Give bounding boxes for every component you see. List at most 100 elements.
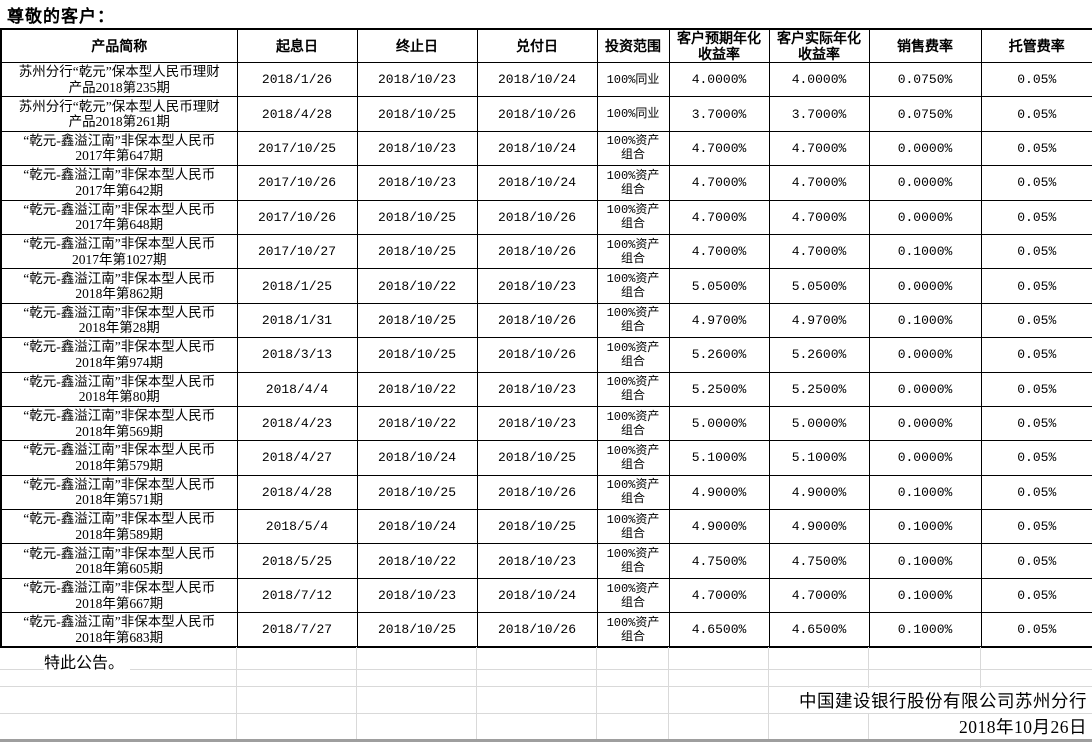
cell-value-date: 2018/5/4 xyxy=(236,509,358,545)
table-row: “乾元-鑫溢江南”非保本型人民币 2018年第605期 2018/5/25 2018… xyxy=(0,543,1092,579)
cell-end-date: 2018/10/22 xyxy=(356,405,478,442)
cell-payment-date: 2018/10/24 xyxy=(476,130,598,167)
cell-end-date: 2018/10/23 xyxy=(356,61,478,98)
cell-sales-fee: 0.0000% xyxy=(868,268,982,304)
cell-end-date: 2018/10/24 xyxy=(356,509,478,545)
cell-value-date: 2018/4/4 xyxy=(236,371,358,407)
cell-product-name: “乾元-鑫溢江南”非保本型人民币 2018年第683期 xyxy=(0,612,238,648)
cell-sales-fee: 0.1000% xyxy=(868,509,982,545)
cell-investment-scope: 100%资产 组合 xyxy=(596,474,670,511)
cell-payment-date: 2018/10/26 xyxy=(476,199,598,235)
cell-custody-fee: 0.05% xyxy=(980,199,1092,235)
cell-actual-yield: 3.7000% xyxy=(768,96,870,132)
cell-actual-yield: 4.0000% xyxy=(768,61,870,98)
cell-payment-date: 2018/10/24 xyxy=(476,61,598,98)
cell-actual-yield: 4.6500% xyxy=(768,612,870,648)
table-row: “乾元-鑫溢江南”非保本型人民币 2018年第569期 2018/4/23 2018… xyxy=(0,405,1092,442)
cell-investment-scope: 100%资产 组合 xyxy=(596,165,670,201)
cell-sales-fee: 0.1000% xyxy=(868,233,982,270)
cell-custody-fee: 0.05% xyxy=(980,165,1092,201)
cell-expected-yield: 5.2500% xyxy=(668,371,770,407)
product-fee-table: 产品简称 起息日 终止日 兑付日 投资范围 客户预期年化 收益率 客户实际年化 收益率 销售费… xyxy=(0,28,1092,649)
cell-product-name: “乾元-鑫溢江南”非保本型人民币 2018年第667期 xyxy=(0,577,238,614)
gridline xyxy=(0,669,1092,670)
cell-investment-scope: 100%资产 组合 xyxy=(596,302,670,339)
cell-custody-fee: 0.05% xyxy=(980,543,1092,579)
cell-payment-date: 2018/10/23 xyxy=(476,405,598,442)
cell-custody-fee: 0.05% xyxy=(980,302,1092,339)
cell-investment-scope: 100%资产 组合 xyxy=(596,543,670,579)
column-header-investment-scope: 投资范围 xyxy=(596,28,670,63)
cell-value-date: 2018/5/25 xyxy=(236,543,358,579)
cell-sales-fee: 0.0000% xyxy=(868,199,982,235)
table-row: “乾元-鑫溢江南”非保本型人民币 2017年第642期 2017/10/26 201… xyxy=(0,165,1092,201)
table-row: “乾元-鑫溢江南”非保本型人民币 2018年第683期 2018/7/27 2018… xyxy=(0,612,1092,648)
cell-product-name: “乾元-鑫溢江南”非保本型人民币 2018年第80期 xyxy=(0,371,238,407)
table-row: “乾元-鑫溢江南”非保本型人民币 2017年第1027期 2017/10/27 20… xyxy=(0,233,1092,270)
cell-sales-fee: 0.0750% xyxy=(868,61,982,98)
cell-investment-scope: 100%资产 组合 xyxy=(596,268,670,304)
gridline xyxy=(236,647,237,740)
cell-actual-yield: 4.9000% xyxy=(768,509,870,545)
table-row: “乾元-鑫溢江南”非保本型人民币 2018年第589期 2018/5/4 2018/… xyxy=(0,509,1092,545)
cell-payment-date: 2018/10/24 xyxy=(476,577,598,614)
cell-value-date: 2018/4/23 xyxy=(236,405,358,442)
cell-actual-yield: 4.7000% xyxy=(768,199,870,235)
column-header-expected-yield: 客户预期年化 收益率 xyxy=(668,28,770,63)
cell-actual-yield: 5.0500% xyxy=(768,268,870,304)
cell-sales-fee: 0.0000% xyxy=(868,165,982,201)
table-row: “乾元-鑫溢江南”非保本型人民币 2017年第648期 2017/10/26 201… xyxy=(0,199,1092,235)
cell-product-name: “乾元-鑫溢江南”非保本型人民币 2017年第642期 xyxy=(0,165,238,201)
signature-company: 中国建设银行股份有限公司苏州分行 xyxy=(791,688,1087,713)
cell-custody-fee: 0.05% xyxy=(980,268,1092,304)
cell-payment-date: 2018/10/26 xyxy=(476,302,598,339)
cell-value-date: 2018/4/28 xyxy=(236,96,358,132)
cell-payment-date: 2018/10/23 xyxy=(476,268,598,304)
cell-sales-fee: 0.1000% xyxy=(868,543,982,579)
table-row: 苏州分行“乾元”保本型人民币理财 产品2018第261期 2018/4/28 201… xyxy=(0,96,1092,132)
cell-end-date: 2018/10/25 xyxy=(356,302,478,339)
table-row: “乾元-鑫溢江南”非保本型人民币 2018年第80期 2018/4/4 2018/1… xyxy=(0,371,1092,407)
cell-investment-scope: 100%资产 组合 xyxy=(596,577,670,614)
gridline xyxy=(356,647,357,740)
gridline xyxy=(0,713,1092,714)
cell-investment-scope: 100%资产 组合 xyxy=(596,337,670,373)
cell-value-date: 2017/10/27 xyxy=(236,233,358,270)
cell-product-name: “乾元-鑫溢江南”非保本型人民币 2018年第28期 xyxy=(0,302,238,339)
cell-investment-scope: 100%资产 组合 xyxy=(596,405,670,442)
cell-sales-fee: 0.0000% xyxy=(868,440,982,476)
table-row: 苏州分行“乾元”保本型人民币理财 产品2018第235期 2018/1/26 201… xyxy=(0,61,1092,98)
cell-product-name: “乾元-鑫溢江南”非保本型人民币 2018年第589期 xyxy=(0,509,238,545)
cell-investment-scope: 100%资产 组合 xyxy=(596,509,670,545)
cell-value-date: 2017/10/26 xyxy=(236,165,358,201)
cell-expected-yield: 4.7000% xyxy=(668,130,770,167)
cell-expected-yield: 4.9000% xyxy=(668,474,770,511)
cell-expected-yield: 4.7000% xyxy=(668,233,770,270)
cell-investment-scope: 100%资产 组合 xyxy=(596,233,670,270)
cell-actual-yield: 4.7000% xyxy=(768,233,870,270)
cell-expected-yield: 5.1000% xyxy=(668,440,770,476)
cell-actual-yield: 4.7000% xyxy=(768,165,870,201)
cell-end-date: 2018/10/24 xyxy=(356,440,478,476)
cell-sales-fee: 0.1000% xyxy=(868,474,982,511)
cell-custody-fee: 0.05% xyxy=(980,337,1092,373)
cell-sales-fee: 0.0000% xyxy=(868,130,982,167)
cell-product-name: “乾元-鑫溢江南”非保本型人民币 2017年第648期 xyxy=(0,199,238,235)
cell-investment-scope: 100%资产 组合 xyxy=(596,371,670,407)
cell-end-date: 2018/10/25 xyxy=(356,96,478,132)
cell-custody-fee: 0.05% xyxy=(980,440,1092,476)
cell-payment-date: 2018/10/25 xyxy=(476,440,598,476)
cell-value-date: 2018/4/28 xyxy=(236,474,358,511)
cell-investment-scope: 100%资产 组合 xyxy=(596,612,670,648)
cell-actual-yield: 4.9700% xyxy=(768,302,870,339)
cell-sales-fee: 0.1000% xyxy=(868,612,982,648)
cell-expected-yield: 5.0500% xyxy=(668,268,770,304)
cell-product-name: “乾元-鑫溢江南”非保本型人民币 2018年第569期 xyxy=(0,405,238,442)
cell-sales-fee: 0.0750% xyxy=(868,96,982,132)
cell-value-date: 2018/1/31 xyxy=(236,302,358,339)
table-row: “乾元-鑫溢江南”非保本型人民币 2018年第28期 2018/1/31 2018/… xyxy=(0,302,1092,339)
cell-custody-fee: 0.05% xyxy=(980,61,1092,98)
greeting-text: 尊敬的客户： xyxy=(7,7,115,26)
cell-value-date: 2018/7/12 xyxy=(236,577,358,614)
cell-custody-fee: 0.05% xyxy=(980,96,1092,132)
